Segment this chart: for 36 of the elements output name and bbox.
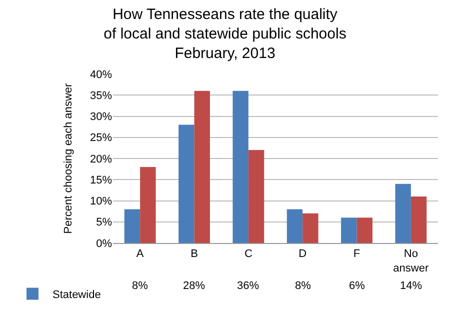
- bar: [178, 124, 194, 243]
- bar: [232, 90, 248, 243]
- y-axis-title: Percent choosing each answer: [62, 82, 75, 234]
- y-tick-label: 5%: [96, 216, 112, 229]
- bar: [140, 166, 156, 243]
- y-tick-label: 10%: [90, 196, 112, 208]
- chart-title: How Tennesseans rate the quality of local and statewide public schools February, 2013: [104, 6, 346, 62]
- bar: [395, 184, 411, 243]
- bar: [356, 218, 372, 243]
- x-tick-label: No answer: [393, 248, 429, 274]
- bar: [341, 218, 357, 243]
- x-tick-label: D: [298, 248, 307, 260]
- x-tick-label: B: [190, 248, 198, 260]
- y-tick-label: 35%: [90, 90, 112, 102]
- bar: [302, 213, 318, 243]
- data-label: 8%: [295, 280, 312, 292]
- x-tick-label: F: [353, 248, 360, 260]
- y-tick-label: 15%: [90, 174, 112, 186]
- y-tick-label: 30%: [90, 111, 112, 124]
- x-tick-label: A: [136, 248, 144, 260]
- legend-label: Statewide: [52, 288, 101, 301]
- data-label: 14%: [400, 280, 422, 292]
- y-tick-label: 25%: [90, 132, 112, 144]
- y-tick-label: 0%: [96, 238, 112, 250]
- data-label: 6%: [349, 280, 366, 292]
- bar: [286, 209, 303, 243]
- bar: [248, 150, 264, 243]
- data-label: 8%: [132, 280, 148, 292]
- x-tick-label: C: [244, 248, 252, 260]
- bar: [124, 209, 140, 243]
- y-tick-label: 20%: [90, 153, 112, 166]
- bar: [410, 196, 427, 243]
- bar: [194, 90, 210, 243]
- data-label: 36%: [237, 280, 260, 292]
- y-tick-label: 40%: [90, 68, 112, 81]
- data-label: 28%: [183, 280, 206, 292]
